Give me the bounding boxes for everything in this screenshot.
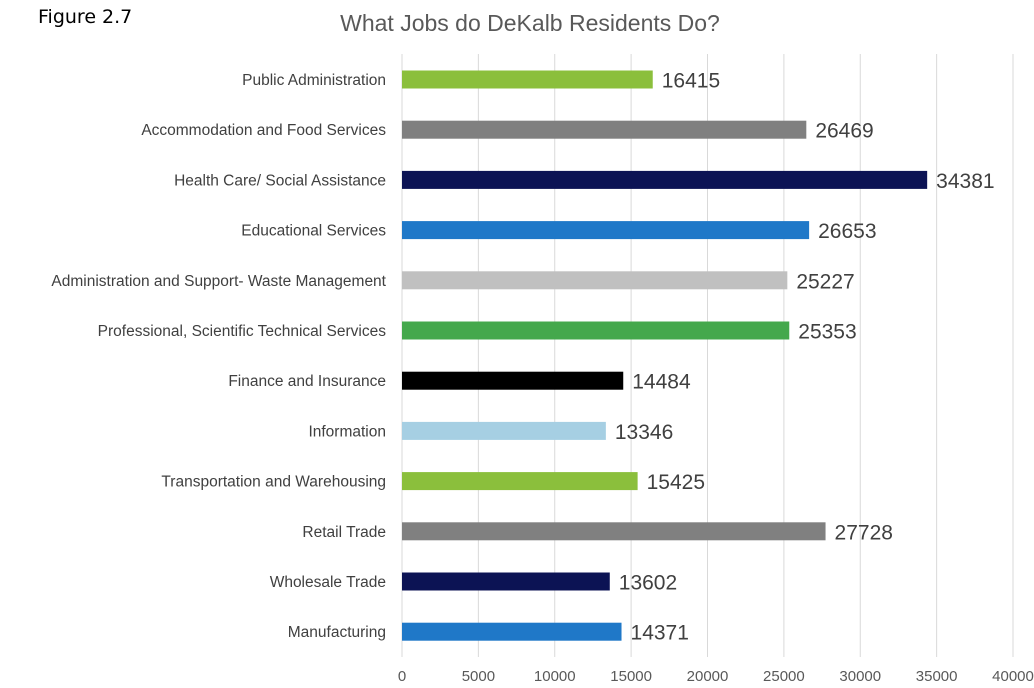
data-label: 26469 bbox=[815, 120, 873, 143]
bar bbox=[402, 120, 807, 139]
labels: 0 5000 10000 15000 20000 25000 30000 35000 40000… bbox=[51, 70, 1033, 686]
data-label: 27728 bbox=[835, 521, 893, 544]
x-tick-label: 35000 bbox=[916, 668, 958, 685]
category-label: Retail Trade bbox=[302, 524, 386, 541]
x-tick-label: 25000 bbox=[763, 668, 805, 685]
bar bbox=[402, 421, 606, 440]
data-label: 16415 bbox=[662, 70, 720, 93]
data-label: 15425 bbox=[647, 471, 705, 494]
bar bbox=[402, 271, 788, 290]
bar bbox=[402, 70, 653, 89]
category-label: Administration and Support- Waste Manage… bbox=[51, 273, 386, 290]
data-label: 34381 bbox=[936, 170, 994, 193]
data-label: 25227 bbox=[796, 270, 854, 293]
bar bbox=[402, 572, 610, 591]
category-label: Transportation and Warehousing bbox=[161, 474, 386, 491]
x-tick-label: 15000 bbox=[610, 668, 652, 685]
bar bbox=[402, 170, 928, 189]
data-label: 14484 bbox=[632, 371, 691, 394]
x-tick-label: 40000 bbox=[992, 668, 1034, 685]
data-label: 14371 bbox=[631, 622, 689, 645]
bar bbox=[402, 472, 638, 491]
data-label: 26653 bbox=[818, 220, 876, 243]
category-label: Accommodation and Food Services bbox=[141, 122, 386, 139]
bar bbox=[402, 321, 790, 340]
category-label: Wholesale Trade bbox=[270, 574, 386, 591]
bar bbox=[402, 522, 826, 541]
category-label: Manufacturing bbox=[288, 624, 386, 641]
figure-label: Figure 2.7 bbox=[38, 6, 133, 28]
category-label: Finance and Insurance bbox=[228, 373, 386, 390]
category-label: Educational Services bbox=[241, 223, 386, 240]
x-tick-label: 20000 bbox=[687, 668, 729, 685]
category-label: Health Care/ Social Assistance bbox=[174, 172, 386, 189]
x-tick-label: 10000 bbox=[534, 668, 576, 685]
category-label: Professional, Scientific Technical Servi… bbox=[98, 323, 387, 340]
x-tick-label: 5000 bbox=[462, 668, 495, 685]
bar bbox=[402, 371, 624, 390]
bars bbox=[402, 70, 928, 641]
category-label: Information bbox=[308, 423, 386, 440]
data-label: 13346 bbox=[615, 421, 673, 444]
data-label: 25353 bbox=[798, 321, 856, 344]
bar bbox=[402, 622, 622, 641]
chart-title: What Jobs do DeKalb Residents Do? bbox=[340, 10, 720, 36]
x-tick-label: 30000 bbox=[839, 668, 881, 685]
data-label: 13602 bbox=[619, 572, 677, 595]
x-tick-label: 0 bbox=[398, 668, 406, 685]
grid-lines bbox=[401, 54, 1014, 657]
bar bbox=[402, 221, 810, 240]
category-label: Public Administration bbox=[242, 72, 386, 89]
